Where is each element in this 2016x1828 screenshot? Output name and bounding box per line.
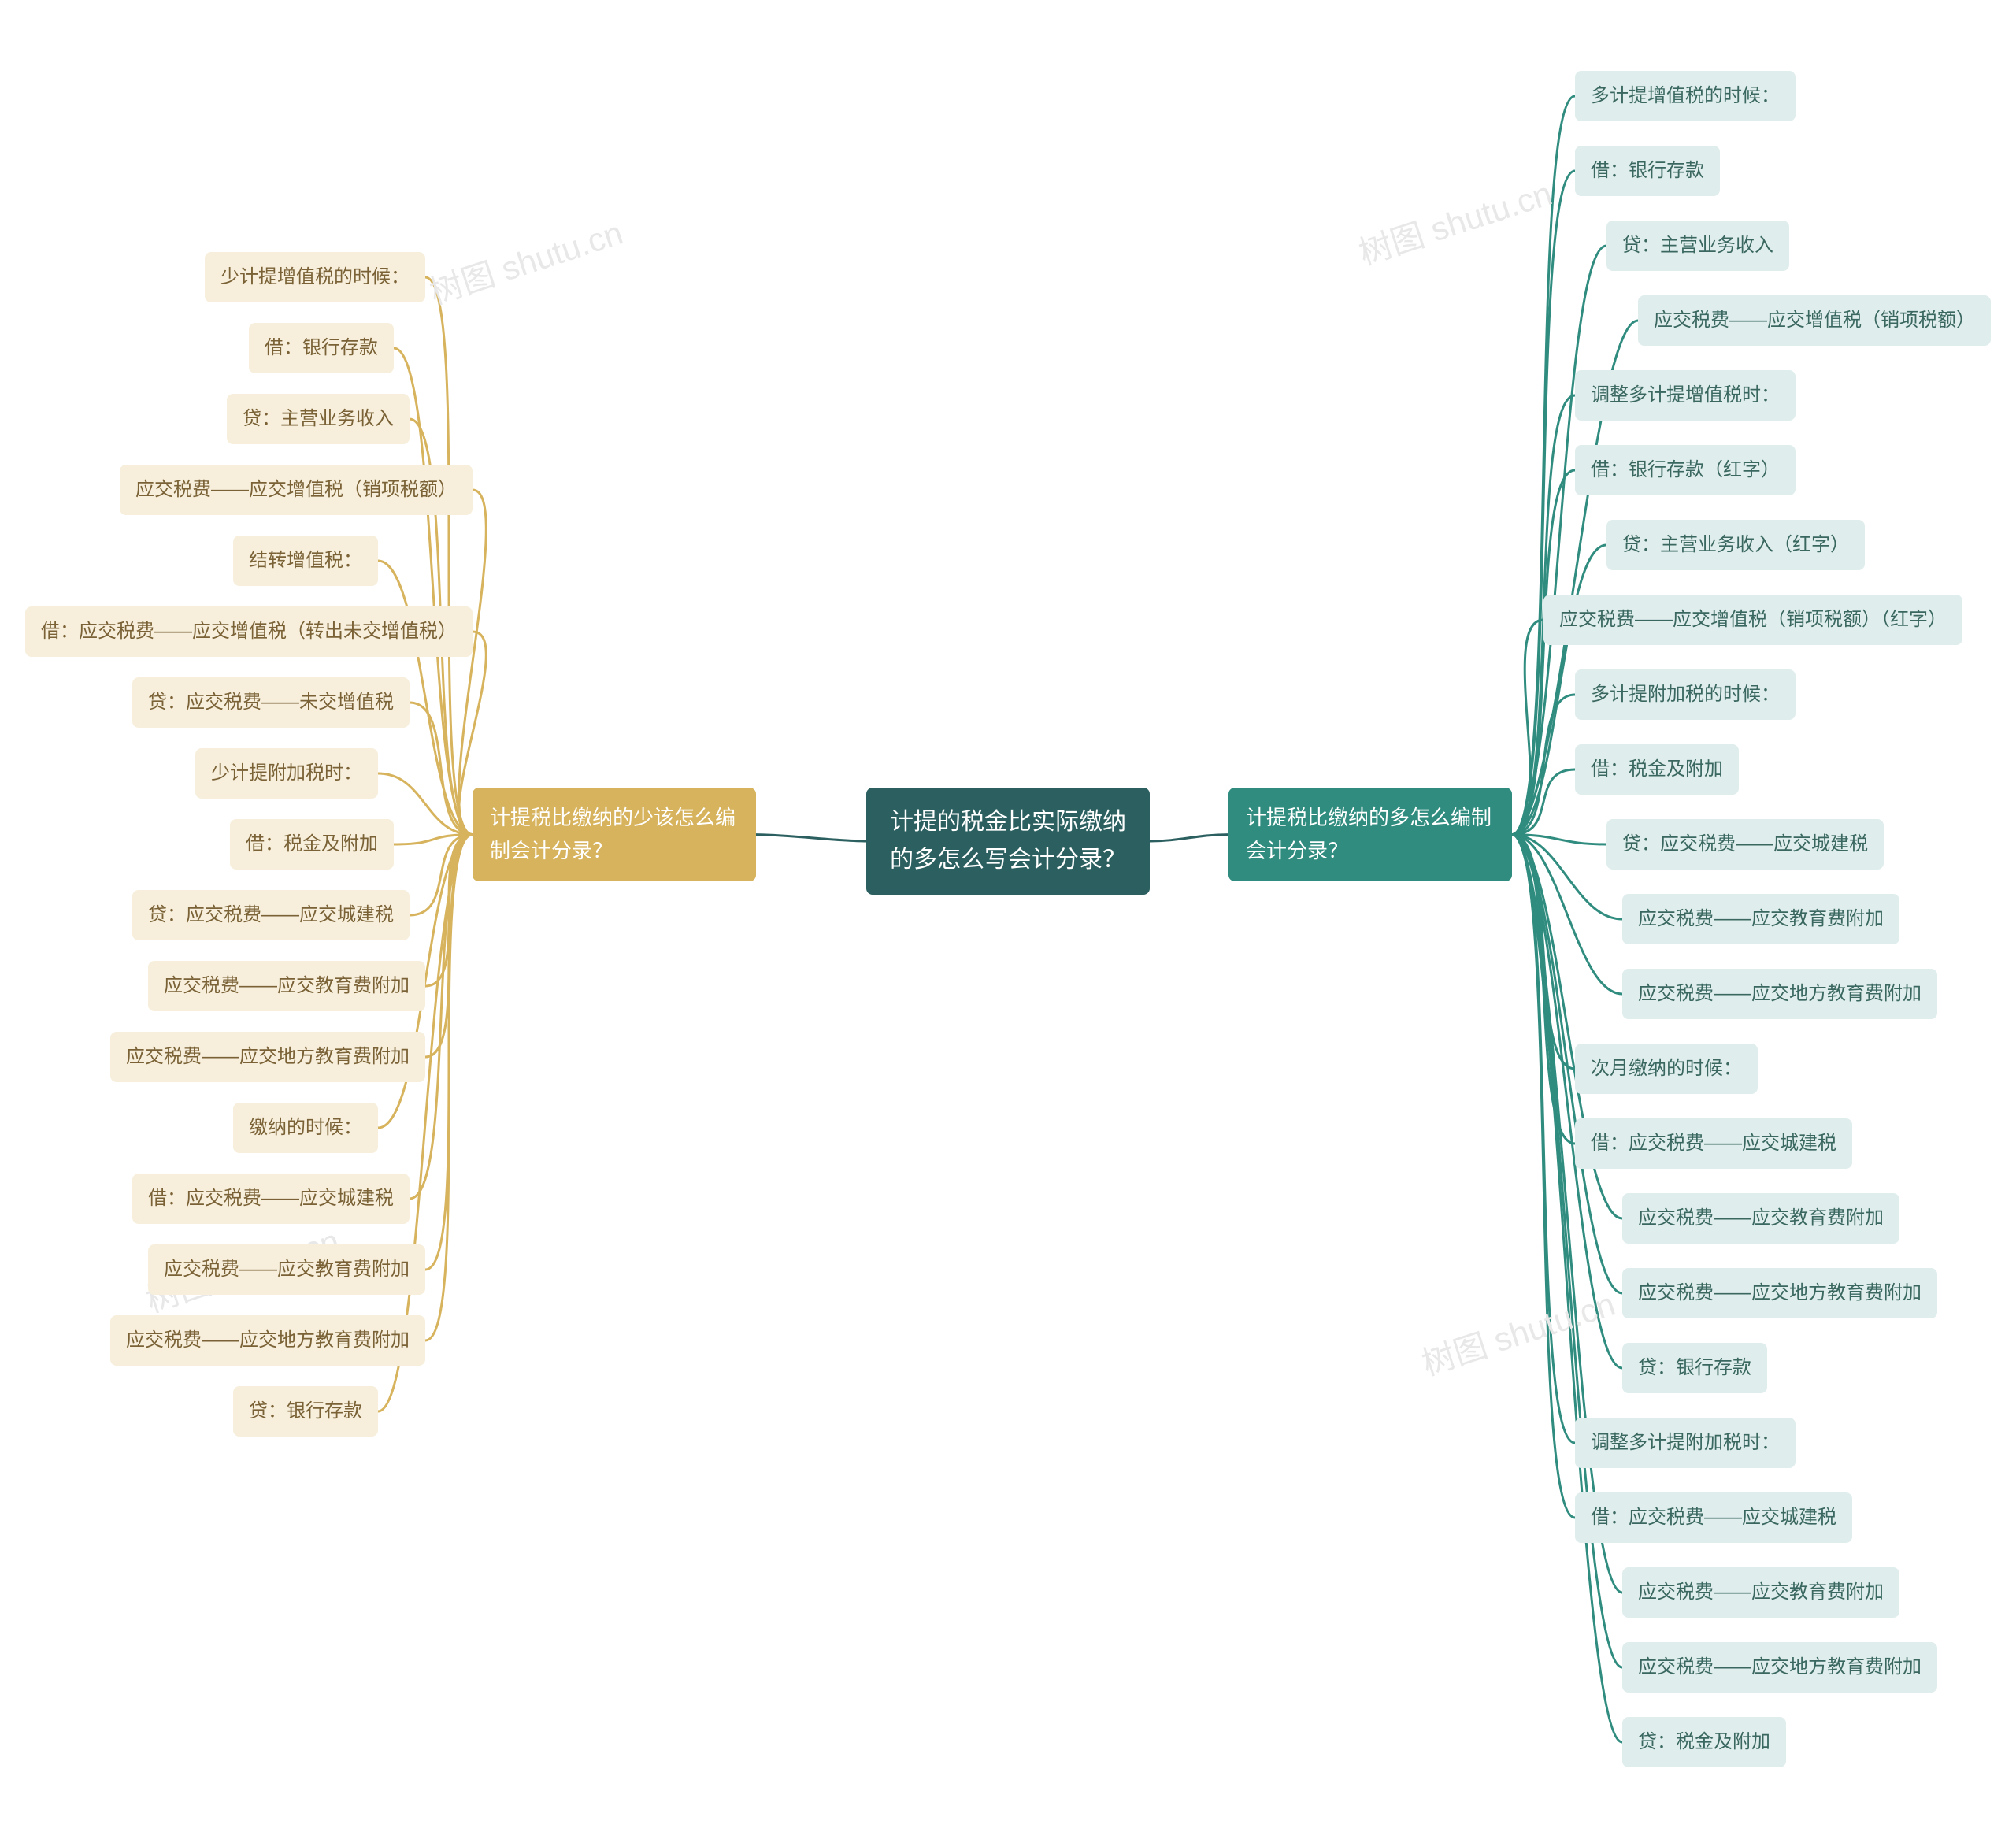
left-leaf: 贷：应交税费——未交增值税	[132, 677, 410, 728]
right-leaf: 次月缴纳的时候：	[1575, 1044, 1758, 1094]
right-leaf: 应交税费——应交增值税（销项税额）	[1638, 295, 1991, 346]
right-leaf: 借：应交税费——应交城建税	[1575, 1492, 1852, 1543]
left-leaf: 贷：银行存款	[233, 1386, 378, 1437]
left-leaf: 缴纳的时候：	[233, 1103, 378, 1153]
right-leaf: 应交税费——应交教育费附加	[1622, 1567, 1899, 1618]
right-leaf: 应交税费——应交地方教育费附加	[1622, 969, 1937, 1019]
left-leaf: 少计提增值税的时候：	[205, 252, 425, 302]
right-leaf: 贷：银行存款	[1622, 1343, 1767, 1393]
left-leaf: 应交税费——应交地方教育费附加	[110, 1032, 425, 1082]
right-leaf: 贷：税金及附加	[1622, 1717, 1786, 1767]
right-leaf: 应交税费——应交教育费附加	[1622, 894, 1899, 944]
right-leaf: 借：银行存款	[1575, 146, 1720, 196]
right-leaf: 借：应交税费——应交城建税	[1575, 1118, 1852, 1169]
right-leaf: 应交税费——应交地方教育费附加	[1622, 1642, 1937, 1693]
left-leaf: 借：应交税费——应交城建税	[132, 1174, 410, 1224]
right-leaf: 调整多计提附加税时：	[1575, 1418, 1796, 1468]
left-leaf: 少计提附加税时：	[195, 748, 378, 799]
root-label: 计提的税金比实际缴纳的多怎么写会计分录？	[890, 809, 1126, 873]
watermark: 树图 shutu.cn	[1415, 1277, 1621, 1385]
left-leaf: 贷：主营业务收入	[227, 394, 410, 444]
right-leaf: 贷：主营业务收入（红字）	[1606, 520, 1865, 570]
root-node: 计提的税金比实际缴纳的多怎么写会计分录？	[866, 788, 1150, 895]
left-leaf: 贷：应交税费——应交城建税	[132, 890, 410, 940]
right-leaf: 应交税费——应交教育费附加	[1622, 1193, 1899, 1244]
branch-right-label: 计提税比缴纳的多怎么编制会计分录？	[1246, 806, 1492, 862]
watermark: 树图 shutu.cn	[1352, 167, 1558, 275]
left-leaf: 应交税费——应交教育费附加	[148, 961, 425, 1011]
left-leaf: 借：税金及附加	[230, 819, 394, 870]
branch-left: 计提税比缴纳的少该怎么编制会计分录？	[472, 788, 756, 881]
branch-left-label: 计提税比缴纳的少该怎么编制会计分录？	[490, 806, 736, 862]
left-leaf: 应交税费——应交地方教育费附加	[110, 1315, 425, 1366]
right-leaf: 多计提增值税的时候：	[1575, 71, 1796, 121]
right-leaf: 贷：主营业务收入	[1606, 221, 1789, 271]
right-leaf: 多计提附加税的时候：	[1575, 669, 1796, 720]
right-leaf: 借：税金及附加	[1575, 744, 1739, 795]
branch-right: 计提税比缴纳的多怎么编制会计分录？	[1228, 788, 1512, 881]
left-leaf: 借：应交税费——应交增值税（转出未交增值税）	[25, 606, 472, 657]
left-leaf: 借：银行存款	[249, 323, 394, 373]
right-leaf: 借：银行存款（红字）	[1575, 445, 1796, 495]
right-leaf: 应交税费——应交地方教育费附加	[1622, 1268, 1937, 1318]
left-leaf: 结转增值税：	[233, 536, 378, 586]
right-leaf: 应交税费——应交增值税（销项税额）（红字）	[1544, 595, 1962, 645]
right-leaf: 调整多计提增值税时：	[1575, 370, 1796, 421]
left-leaf: 应交税费——应交教育费附加	[148, 1244, 425, 1295]
right-leaf: 贷：应交税费——应交城建税	[1606, 819, 1884, 870]
left-leaf: 应交税费——应交增值税（销项税额）	[120, 465, 472, 515]
watermark: 树图 shutu.cn	[423, 206, 628, 314]
